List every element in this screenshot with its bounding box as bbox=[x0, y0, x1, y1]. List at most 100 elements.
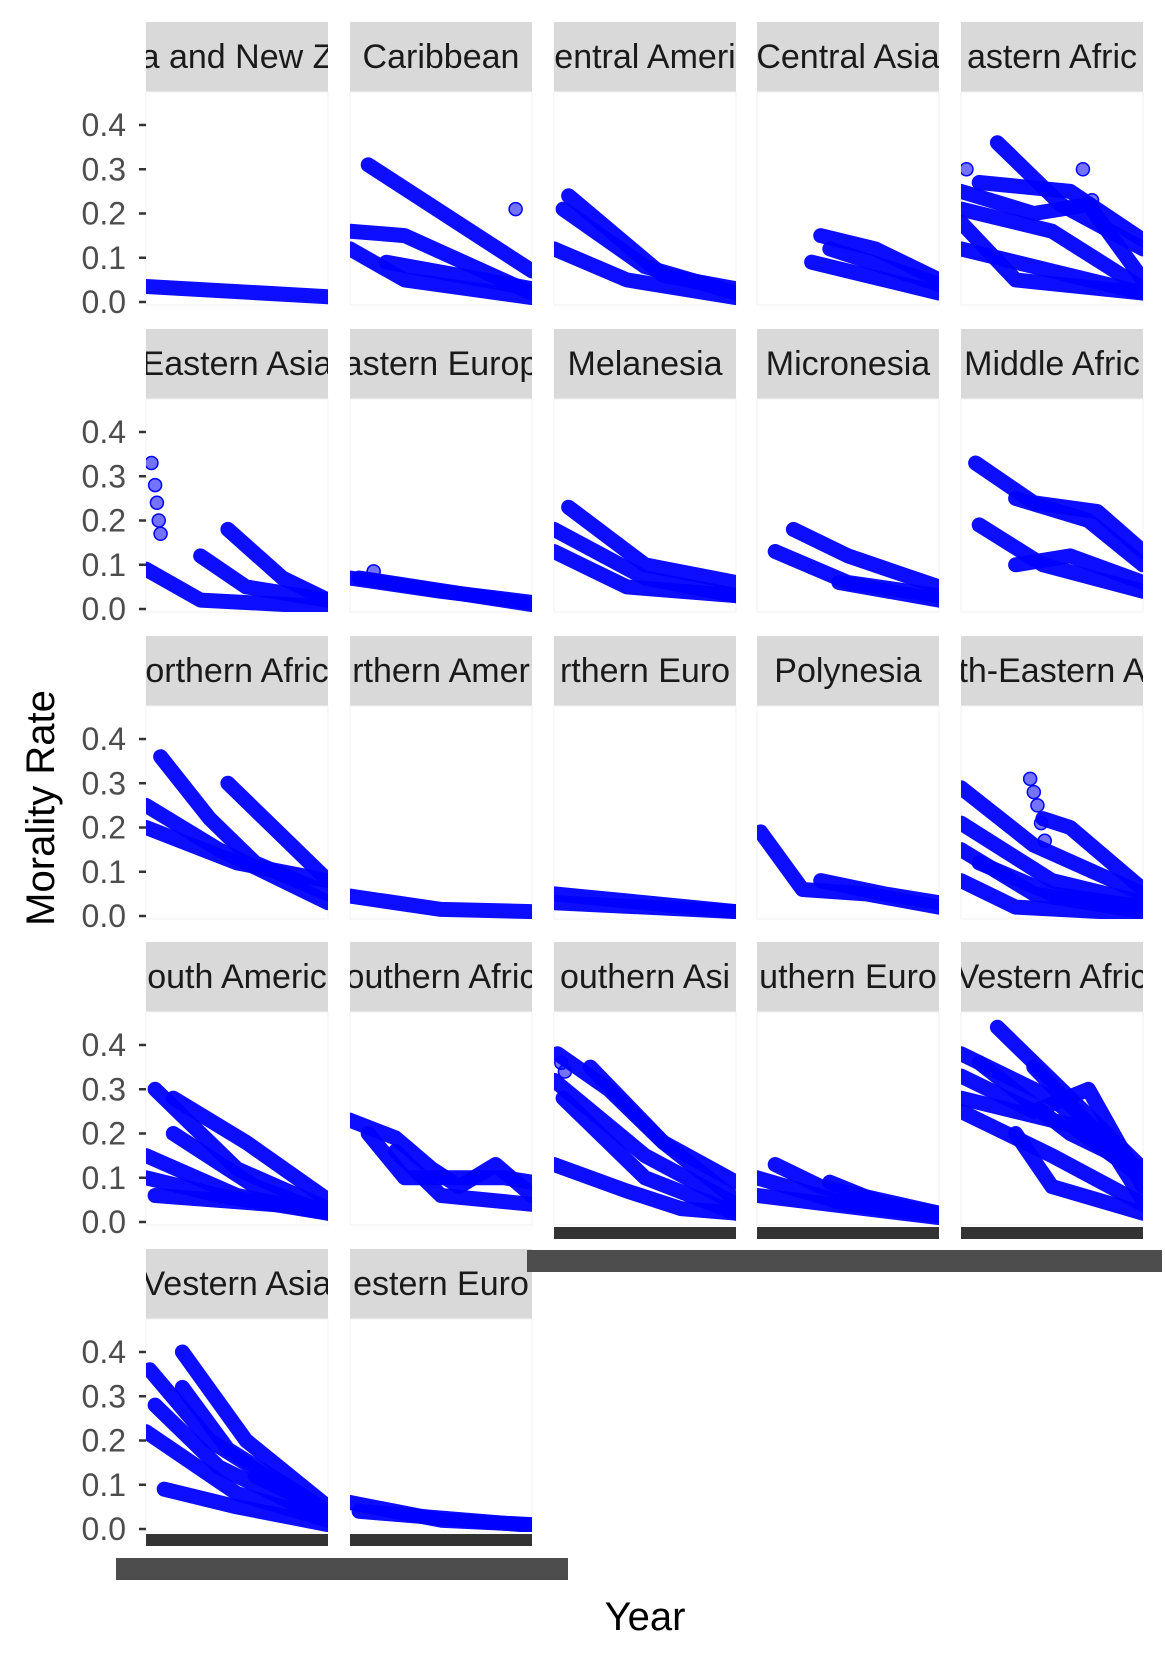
facet-data bbox=[554, 886, 736, 919]
x-tick-labels-overplot bbox=[527, 1250, 1162, 1272]
y-tick-label: 0.0 bbox=[82, 591, 126, 627]
facet-strip-label: orthern Afric bbox=[145, 652, 328, 690]
facet-strip-label: Polynesia bbox=[774, 652, 922, 690]
y-tick-label: 0.2 bbox=[82, 1423, 126, 1459]
facet-strip bbox=[757, 329, 939, 399]
series-band bbox=[388, 1143, 532, 1212]
facet-strip bbox=[350, 22, 532, 92]
y-tick-label: 0.0 bbox=[82, 284, 126, 320]
series-band bbox=[220, 775, 328, 889]
facet-panel: Middle Afric bbox=[960, 329, 1144, 613]
series-band bbox=[971, 175, 1143, 248]
facet-strip-label: Vestern Afric bbox=[957, 958, 1148, 996]
facet-panel: Eastern Asia bbox=[145, 329, 329, 613]
series-band bbox=[360, 157, 532, 279]
facet-strip bbox=[961, 636, 1143, 706]
facet-panel: Vestern Afric bbox=[957, 942, 1148, 1239]
facet-panel: astern Europ bbox=[344, 329, 539, 613]
series-band bbox=[1008, 1126, 1143, 1221]
y-tick-label: 0.4 bbox=[82, 414, 126, 450]
facet-panel: orthern Afric bbox=[145, 636, 329, 920]
series-band bbox=[147, 1188, 328, 1217]
facet-strip-label: uthern Euro bbox=[759, 958, 937, 996]
series-band bbox=[961, 201, 1143, 297]
y-tick-label: 0.0 bbox=[82, 1204, 126, 1240]
data-point bbox=[1026, 784, 1042, 800]
facet-strip-label: a and New Z bbox=[141, 38, 334, 76]
x-tick-labels-overplot bbox=[116, 1558, 568, 1580]
facet-data bbox=[554, 499, 736, 604]
data-point bbox=[557, 1064, 573, 1079]
series-band bbox=[554, 1157, 736, 1221]
series-band bbox=[360, 1126, 532, 1190]
facet-strip-label: rthern Amer bbox=[352, 652, 530, 690]
facet-data bbox=[146, 279, 328, 305]
y-tick-label: 0.3 bbox=[82, 765, 126, 801]
y-tick-label: 0.2 bbox=[82, 810, 126, 846]
y-tick-label: 0.0 bbox=[82, 898, 126, 934]
facet-panel: Caribbean bbox=[349, 22, 533, 306]
series-band bbox=[813, 873, 939, 911]
facet-data bbox=[350, 888, 532, 919]
y-tick-label: 0.1 bbox=[82, 1467, 126, 1503]
facet-strip bbox=[961, 22, 1143, 92]
facet-plot-area bbox=[349, 1318, 533, 1533]
y-tick-label: 0.4 bbox=[82, 1027, 126, 1063]
data-point bbox=[1030, 798, 1045, 813]
data-point bbox=[147, 477, 163, 493]
series-band bbox=[351, 570, 532, 612]
facet-panel: rthern Amer bbox=[349, 636, 533, 920]
series-band bbox=[555, 201, 736, 301]
x-axis-ticks-overplot bbox=[350, 1534, 532, 1546]
series-band bbox=[1008, 548, 1143, 590]
data-point bbox=[1037, 833, 1052, 849]
facet-data bbox=[350, 1495, 532, 1532]
facet-strip bbox=[350, 1249, 532, 1319]
facet-strip bbox=[350, 329, 532, 399]
data-point bbox=[149, 495, 165, 511]
y-tick-label: 0.3 bbox=[82, 1378, 126, 1414]
data-point bbox=[961, 162, 974, 177]
x-axis-ticks-overplot bbox=[757, 1227, 939, 1239]
y-tick-label: 0.1 bbox=[82, 1160, 126, 1196]
series-band bbox=[351, 1503, 532, 1532]
data-point bbox=[151, 513, 166, 528]
series-band bbox=[785, 521, 939, 595]
axis-layer: 0.0 0.1 0.2 0.3 0.4 0.0 0.1 0.2 0.3 0.4 0.0 0.1 0.2 0… bbox=[82, 107, 1162, 1580]
facet-data bbox=[350, 157, 532, 305]
facet-strip-label: Micronesia bbox=[766, 345, 930, 383]
facet-strip-label: rthern Euro bbox=[560, 652, 730, 690]
facet-panel: a and New Z bbox=[141, 22, 334, 306]
facet-strip-label: estern Euro bbox=[353, 1265, 529, 1303]
facet-data bbox=[757, 1157, 939, 1225]
facet-panel: Central Asia bbox=[756, 22, 940, 306]
series-band bbox=[554, 241, 736, 305]
facet-panel: outhern Afric bbox=[349, 942, 533, 1226]
data-point bbox=[1084, 192, 1100, 208]
facet-strip-label: outh Americ bbox=[147, 958, 327, 996]
series-band bbox=[554, 895, 736, 919]
data-point bbox=[1022, 771, 1038, 787]
series-band bbox=[220, 521, 328, 608]
facet-strip bbox=[757, 22, 939, 92]
y-tick-label: 0.0 bbox=[82, 1511, 126, 1547]
series-band bbox=[146, 1424, 328, 1528]
facet-plot-area bbox=[553, 705, 737, 920]
y-tick-label: 0.1 bbox=[82, 547, 126, 583]
data-point bbox=[153, 526, 168, 542]
facet-strip-label: astern Afric bbox=[967, 38, 1137, 76]
series-band bbox=[165, 1090, 328, 1208]
facet-data bbox=[961, 1019, 1143, 1221]
x-axis-title: Year bbox=[605, 1595, 686, 1639]
facet-panel: th-Eastern A bbox=[960, 636, 1144, 920]
y-tick-label: 0.3 bbox=[82, 458, 126, 494]
facet-strip bbox=[757, 942, 939, 1012]
facet-data bbox=[804, 228, 939, 301]
data-point bbox=[366, 564, 381, 579]
facet-strip-label: astern Europ bbox=[344, 345, 539, 383]
facet-panel: estern Euro bbox=[349, 1249, 533, 1546]
series-band bbox=[554, 544, 736, 604]
facet-plot-area bbox=[145, 91, 329, 306]
series-band bbox=[555, 1090, 736, 1221]
